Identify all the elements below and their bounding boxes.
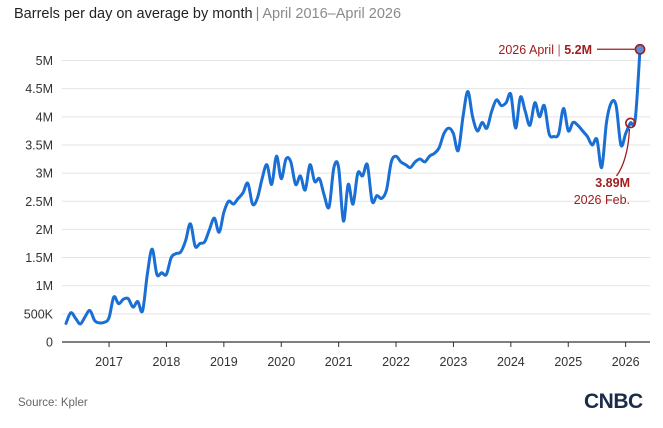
x-tick-label: 2022 [382, 355, 410, 369]
x-tick-label: 2021 [325, 355, 353, 369]
source-note: Source: Kpler [18, 397, 88, 409]
series-line [64, 47, 642, 326]
y-tick-label: 1.5M [25, 251, 53, 265]
y-tick-label: 4M [36, 110, 53, 124]
annotation-separator: | [557, 43, 564, 57]
y-tick-label: 500K [24, 307, 54, 321]
y-tick-label: 5M [36, 54, 53, 68]
annotations: 2026 April | 5.2M 3.89M 2026 Feb. [498, 43, 646, 207]
y-axis-tick-labels: 0 500K 1M 1.5M 2M 2.5M 3M 3.5M 4M 4.5M 5M [24, 54, 54, 349]
y-tick-label: 2.5M [25, 195, 53, 209]
x-tick-label: 2023 [440, 355, 468, 369]
annotation-date-april: 2026 April [498, 43, 557, 57]
y-tick-label: 0 [46, 336, 53, 350]
annotation-marker-april [634, 43, 646, 55]
cnbc-logo: CNBC [584, 388, 650, 414]
annotation-value-feb: 3.89M [595, 176, 630, 190]
x-tick-label: 2020 [267, 355, 295, 369]
series-line-group [64, 47, 642, 326]
annotation-marker-feb [625, 117, 636, 129]
cnbc-logo-text: CNBC [584, 390, 643, 413]
y-tick-label: 1M [36, 279, 53, 293]
x-tick-label: 2024 [497, 355, 525, 369]
x-axis: 2017 2018 2019 2020 2021 2022 2023 2024 2025 2026 [62, 341, 650, 369]
annotation-value-april: 5.2M [564, 43, 592, 57]
x-tick-label: 2026 [612, 355, 640, 369]
grid-lines [62, 60, 650, 315]
y-tick-label: 3M [36, 167, 53, 181]
chart-subtitle: April 2016–April 2026 [262, 6, 402, 22]
chart-title: Barrels per day on average by month | Apri… [14, 6, 401, 22]
annotation-leader-feb [615, 128, 631, 177]
y-tick-label: 3.5M [25, 138, 53, 152]
chart-title-main: Barrels per day on average by month [14, 6, 253, 22]
x-tick-label: 2017 [95, 355, 123, 369]
annotation-label-april: 2026 April | 5.2M [498, 43, 592, 57]
y-tick-label: 2M [36, 223, 53, 237]
chart-title-separator: | [255, 6, 260, 22]
y-tick-label: 4.5M [25, 82, 53, 96]
x-tick-label: 2019 [210, 355, 238, 369]
x-tick-label: 2025 [554, 355, 582, 369]
annotation-date-feb: 2026 Feb. [574, 193, 630, 207]
x-tick-label: 2018 [153, 355, 181, 369]
